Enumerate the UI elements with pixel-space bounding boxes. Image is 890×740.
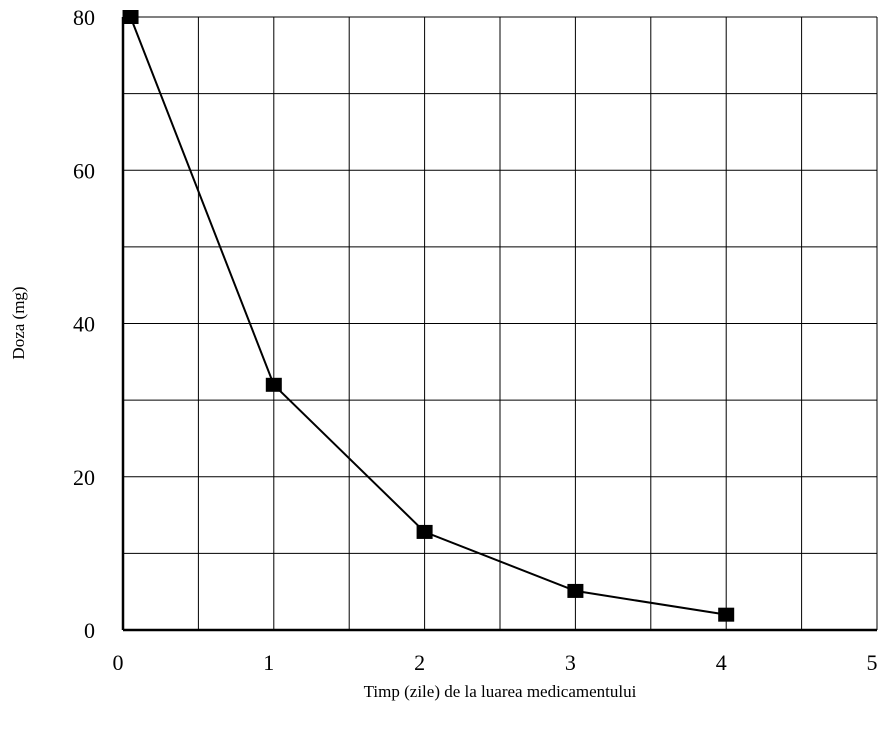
x-tick-label: 5: [867, 650, 878, 675]
data-point: [416, 524, 433, 539]
data-point: [122, 10, 139, 24]
y-axis-title: Doza (mg): [9, 286, 28, 359]
data-point: [718, 607, 735, 622]
data-point: [567, 583, 584, 598]
x-tick-label: 3: [565, 650, 576, 675]
x-tick-label: 0: [113, 650, 124, 675]
y-tick-label: 40: [73, 312, 95, 337]
data-point: [265, 377, 282, 392]
x-tick-label: 1: [263, 650, 274, 675]
x-axis-title: Timp (zile) de la luarea medicamentului: [364, 682, 637, 701]
y-tick-label: 20: [73, 465, 95, 490]
y-tick-label: 0: [84, 618, 95, 643]
y-tick-label: 60: [73, 158, 95, 183]
x-tick-label: 4: [716, 650, 727, 675]
y-tick-label: 80: [73, 5, 95, 30]
x-tick-label: 2: [414, 650, 425, 675]
